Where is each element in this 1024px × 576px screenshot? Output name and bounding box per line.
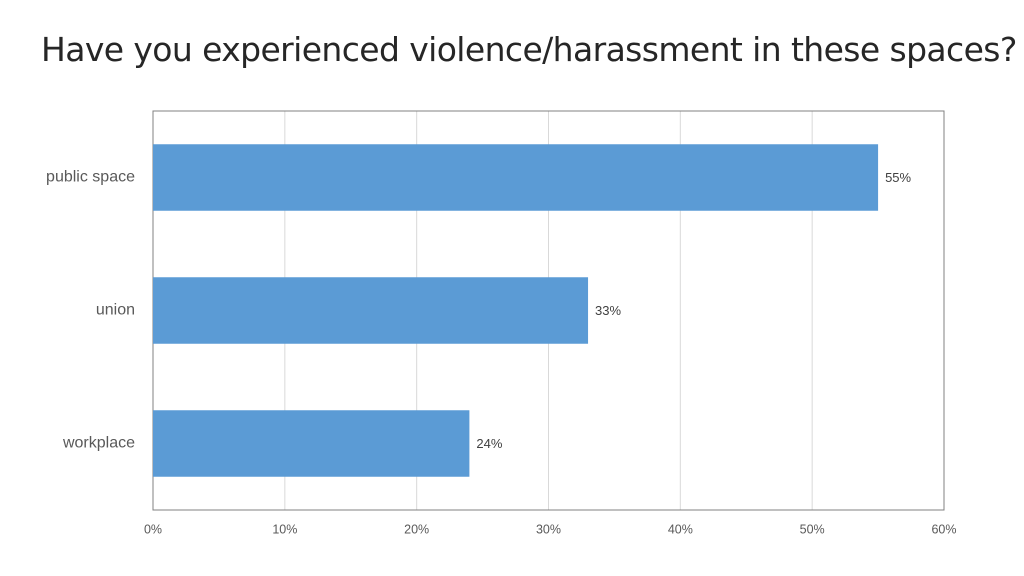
data-label-workplace: 24% (476, 436, 502, 451)
x-tick-label-4: 40% (668, 522, 693, 536)
x-tick-label-5: 50% (800, 522, 825, 536)
x-tick-label-0: 0% (144, 522, 162, 536)
x-tick-label-3: 30% (536, 522, 561, 536)
data-label-union: 33% (595, 303, 621, 318)
category-label-workplace: workplace (62, 435, 135, 452)
category-label-public-space: public space (46, 169, 135, 186)
bars (153, 144, 879, 477)
x-tick-label-6: 60% (931, 522, 956, 536)
x-tick-label-2: 20% (404, 522, 429, 536)
bar-public-space (153, 144, 879, 211)
data-labels: 55% 33% 24% (476, 170, 911, 451)
x-tick-label-1: 10% (272, 522, 297, 536)
data-label-public-space: 55% (885, 170, 911, 185)
category-label-union: union (96, 302, 135, 319)
slide-title: Have you experienced violence/harassment… (41, 30, 1017, 69)
bar-workplace (153, 410, 470, 477)
category-labels: public space union workplace (46, 169, 135, 452)
x-tick-labels: 0% 10% 20% 30% 40% 50% 60% (144, 522, 957, 536)
bar-union (153, 277, 589, 344)
